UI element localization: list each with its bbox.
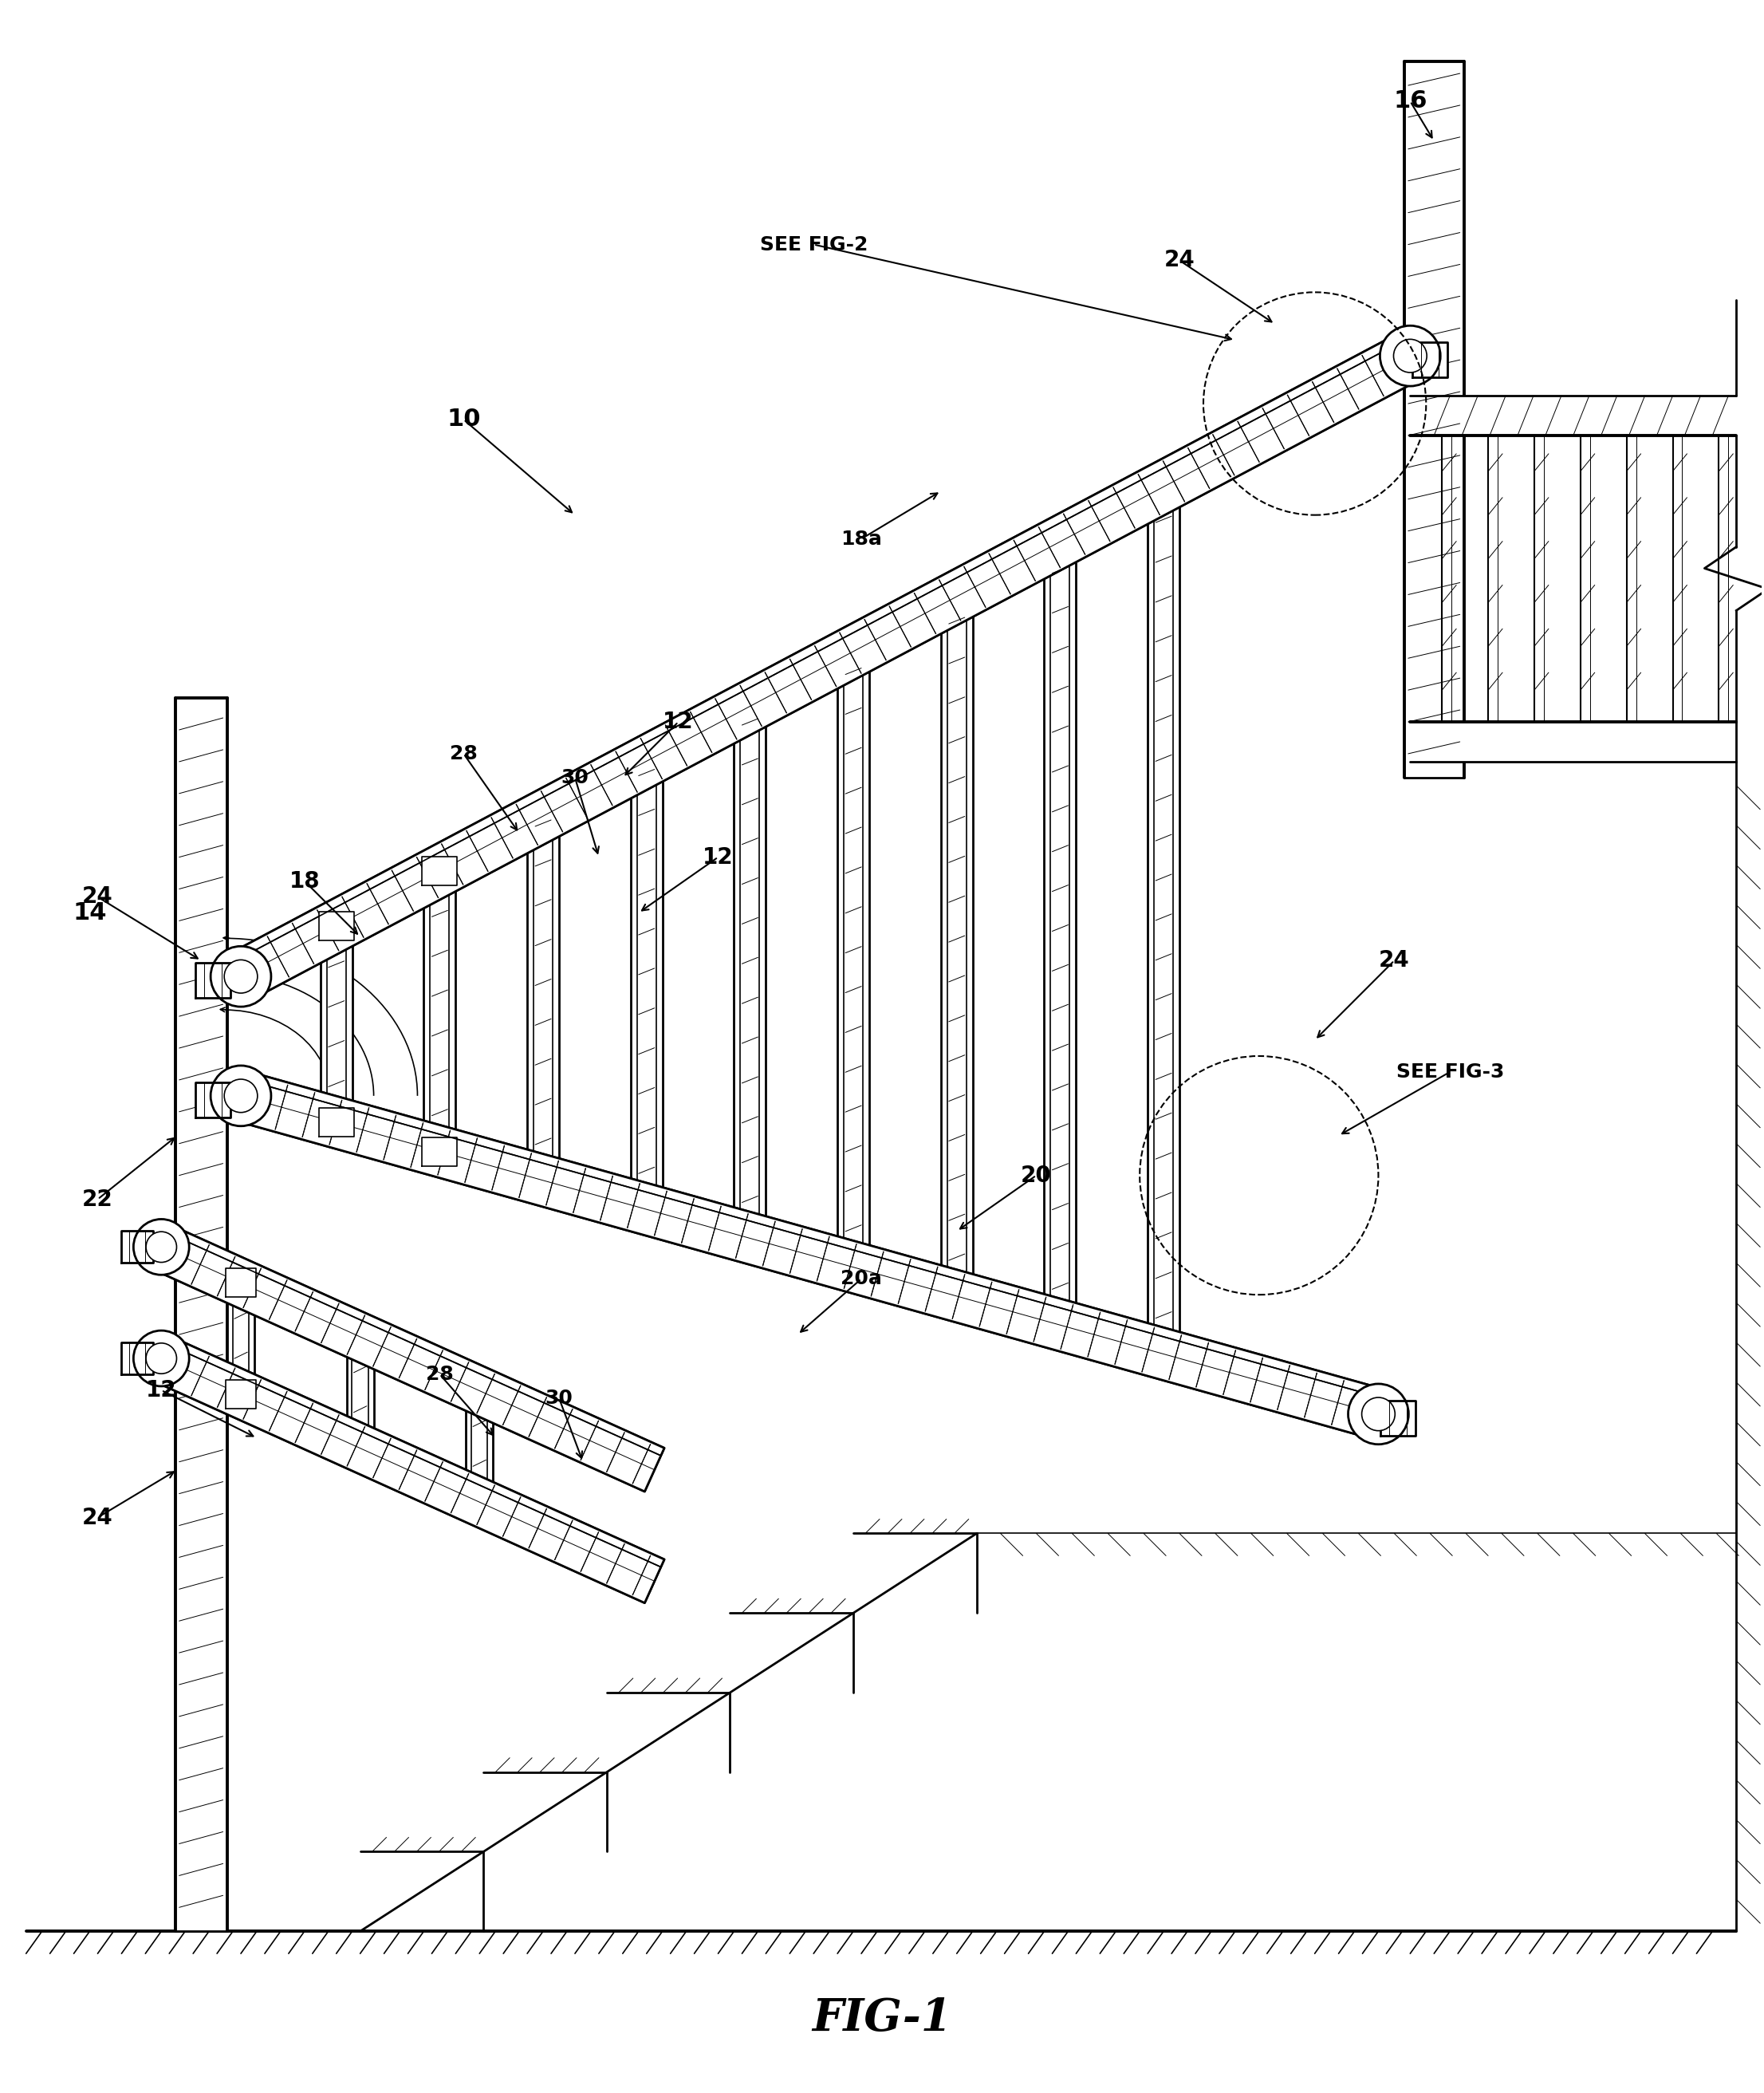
- Polygon shape: [122, 1231, 153, 1262]
- Polygon shape: [466, 1390, 492, 1503]
- Polygon shape: [152, 1337, 665, 1603]
- Circle shape: [1379, 327, 1441, 385]
- Text: 12: 12: [146, 1379, 176, 1402]
- Polygon shape: [152, 1224, 665, 1492]
- Polygon shape: [1409, 722, 1736, 762]
- Polygon shape: [1044, 542, 1076, 1325]
- Polygon shape: [1404, 61, 1464, 779]
- Text: 12: 12: [663, 712, 693, 733]
- Polygon shape: [734, 705, 766, 1239]
- Polygon shape: [196, 1082, 231, 1118]
- Polygon shape: [226, 1379, 256, 1409]
- Polygon shape: [527, 816, 559, 1180]
- Text: 18: 18: [289, 871, 319, 892]
- Circle shape: [210, 1065, 272, 1126]
- Text: 24: 24: [1379, 950, 1409, 971]
- Text: 30: 30: [545, 1388, 573, 1409]
- Circle shape: [1348, 1383, 1409, 1444]
- Polygon shape: [632, 762, 663, 1210]
- Polygon shape: [319, 913, 355, 940]
- Polygon shape: [940, 597, 972, 1296]
- Text: 30: 30: [561, 768, 589, 787]
- Polygon shape: [152, 1224, 665, 1492]
- Polygon shape: [228, 1283, 254, 1394]
- Text: 24: 24: [83, 1507, 113, 1528]
- Polygon shape: [229, 333, 1422, 998]
- Circle shape: [134, 1218, 189, 1275]
- Polygon shape: [196, 963, 231, 998]
- Text: 16: 16: [1394, 90, 1427, 113]
- Polygon shape: [422, 1136, 457, 1166]
- Text: 10: 10: [446, 408, 480, 431]
- Polygon shape: [1381, 1400, 1416, 1436]
- Polygon shape: [319, 1107, 355, 1136]
- Polygon shape: [1409, 396, 1736, 435]
- Text: 20: 20: [1021, 1164, 1051, 1187]
- Text: 24: 24: [1164, 249, 1194, 272]
- Circle shape: [224, 1080, 258, 1113]
- Text: 18a: 18a: [841, 530, 882, 548]
- Circle shape: [1394, 339, 1427, 373]
- Polygon shape: [226, 1268, 256, 1298]
- Text: 28: 28: [425, 1365, 453, 1383]
- Text: 12: 12: [702, 846, 734, 869]
- Polygon shape: [175, 697, 228, 1932]
- Text: 28: 28: [450, 745, 478, 764]
- Polygon shape: [348, 1337, 374, 1448]
- Polygon shape: [423, 871, 455, 1151]
- Text: SEE FIG-2: SEE FIG-2: [760, 234, 868, 253]
- Text: 22: 22: [83, 1189, 113, 1210]
- Text: 24: 24: [83, 885, 113, 908]
- Circle shape: [1362, 1398, 1395, 1432]
- Polygon shape: [1148, 488, 1180, 1354]
- Text: 20a: 20a: [841, 1268, 882, 1289]
- Circle shape: [134, 1331, 189, 1386]
- Text: 14: 14: [72, 902, 106, 925]
- Circle shape: [146, 1344, 176, 1373]
- Polygon shape: [235, 1072, 1385, 1438]
- Polygon shape: [838, 651, 870, 1266]
- Polygon shape: [321, 925, 353, 1122]
- Text: FIG-1: FIG-1: [811, 1997, 953, 2041]
- Polygon shape: [1413, 343, 1448, 377]
- Polygon shape: [152, 1337, 665, 1603]
- Polygon shape: [235, 1072, 1385, 1438]
- Polygon shape: [422, 856, 457, 885]
- Polygon shape: [122, 1342, 153, 1375]
- Circle shape: [210, 946, 272, 1007]
- Circle shape: [224, 961, 258, 992]
- Circle shape: [146, 1231, 176, 1262]
- Text: SEE FIG-3: SEE FIG-3: [1395, 1063, 1505, 1082]
- Polygon shape: [229, 333, 1422, 998]
